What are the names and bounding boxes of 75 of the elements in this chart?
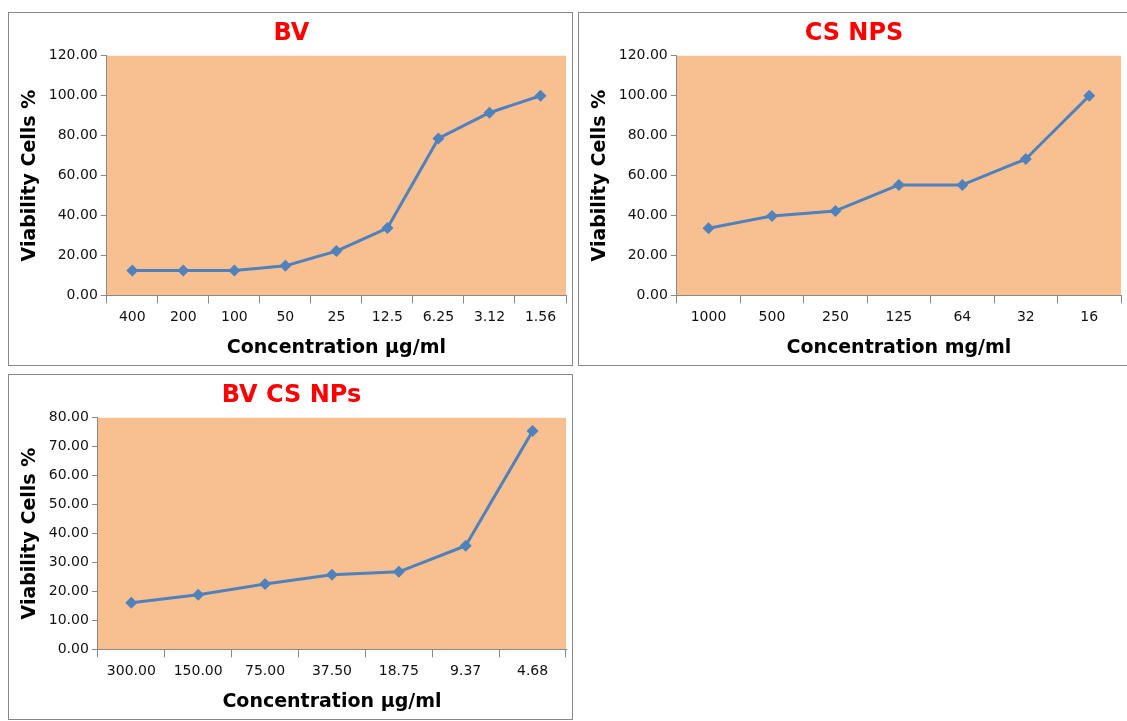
x-tick-label: 25 [327,308,346,325]
point [325,568,338,581]
x-tick-label: 250 [822,308,849,325]
y-tick-label: 80.00 [57,126,98,143]
y-tick-label: 30.00 [48,553,89,570]
x-tick-label: 32 [1016,308,1035,325]
y-tick-label: 60.00 [627,166,668,183]
point [892,178,905,191]
y-tick-label: 0.00 [57,640,89,657]
point [765,209,778,222]
y-tick-label: 40.00 [627,206,668,223]
y-tick-label: 60.00 [57,166,98,183]
y-tick-label: 120.00 [48,46,98,63]
y-tick-label: 20.00 [627,246,668,263]
chart-title: BV [273,17,310,46]
x-tick-label: 200 [169,308,197,325]
point [125,596,138,609]
point [483,106,496,119]
y-tick-label: 80.00 [48,408,89,425]
x-tick-label: 50 [276,308,295,325]
x-tick-label: 64 [953,308,972,325]
y-axis-title: Viability Cells % [17,89,40,262]
point [534,89,547,102]
x-tick-label: 400 [118,308,146,325]
point [192,588,205,601]
x-axis-title: Concentration µg/ml [226,334,446,357]
point [702,222,715,235]
point [526,425,539,438]
x-tick-label: 500 [758,308,786,325]
y-tick-label: 70.00 [48,437,89,454]
x-tick-label: 6.25 [422,308,455,325]
y-tick-label: 40.00 [48,524,89,541]
y-tick-label: 100.00 [618,86,668,103]
y-tick-label: 80.00 [627,126,668,143]
point [1019,153,1032,166]
point [330,245,343,258]
x-tick-label: 9.37 [450,662,482,679]
point [381,222,394,235]
point [956,178,969,191]
x-tick-label: 1000 [690,308,727,325]
x-axis-title: Concentration mg/ml [786,334,1012,357]
y-axis-title: Viability Cells % [587,89,610,262]
x-tick-label: 12.5 [371,308,403,325]
x-tick-label: 100 [220,308,248,325]
point [392,565,405,578]
y-tick-label: 120.00 [618,46,668,63]
x-tick-label: 150.00 [173,662,223,679]
y-tick-label: 40.00 [57,206,98,223]
y-tick-label: 20.00 [48,582,89,599]
y-tick-label: 50.00 [48,495,89,512]
y-tick-label: 0.00 [636,286,668,303]
y-tick-label: 60.00 [48,466,89,483]
x-tick-label: 1.56 [524,308,557,325]
point [432,132,445,145]
y-tick-label: 10.00 [48,611,89,628]
point [259,577,272,590]
y-tick-label: 0.00 [66,286,98,303]
y-tick-label: 100.00 [48,86,98,103]
x-tick-label: 4.68 [516,662,549,679]
x-tick-label: 75.00 [245,662,286,679]
x-tick-label: 18.75 [378,662,419,679]
y-axis-title: Viability Cells % [17,447,40,620]
chart-title: BV CS NPs [221,379,362,408]
x-tick-label: 300.00 [106,662,156,679]
point [1083,89,1096,102]
chart-title: CS NPS [804,17,904,46]
point [829,204,842,217]
x-tick-label: 37.50 [311,662,352,679]
x-tick-label: 3.12 [473,308,506,325]
y-tick-label: 20.00 [57,246,98,263]
point [459,539,472,552]
x-axis-title: Concentration µg/ml [222,688,442,711]
x-tick-label: 16 [1080,308,1099,325]
point [279,259,292,272]
x-tick-label: 125 [885,308,913,325]
